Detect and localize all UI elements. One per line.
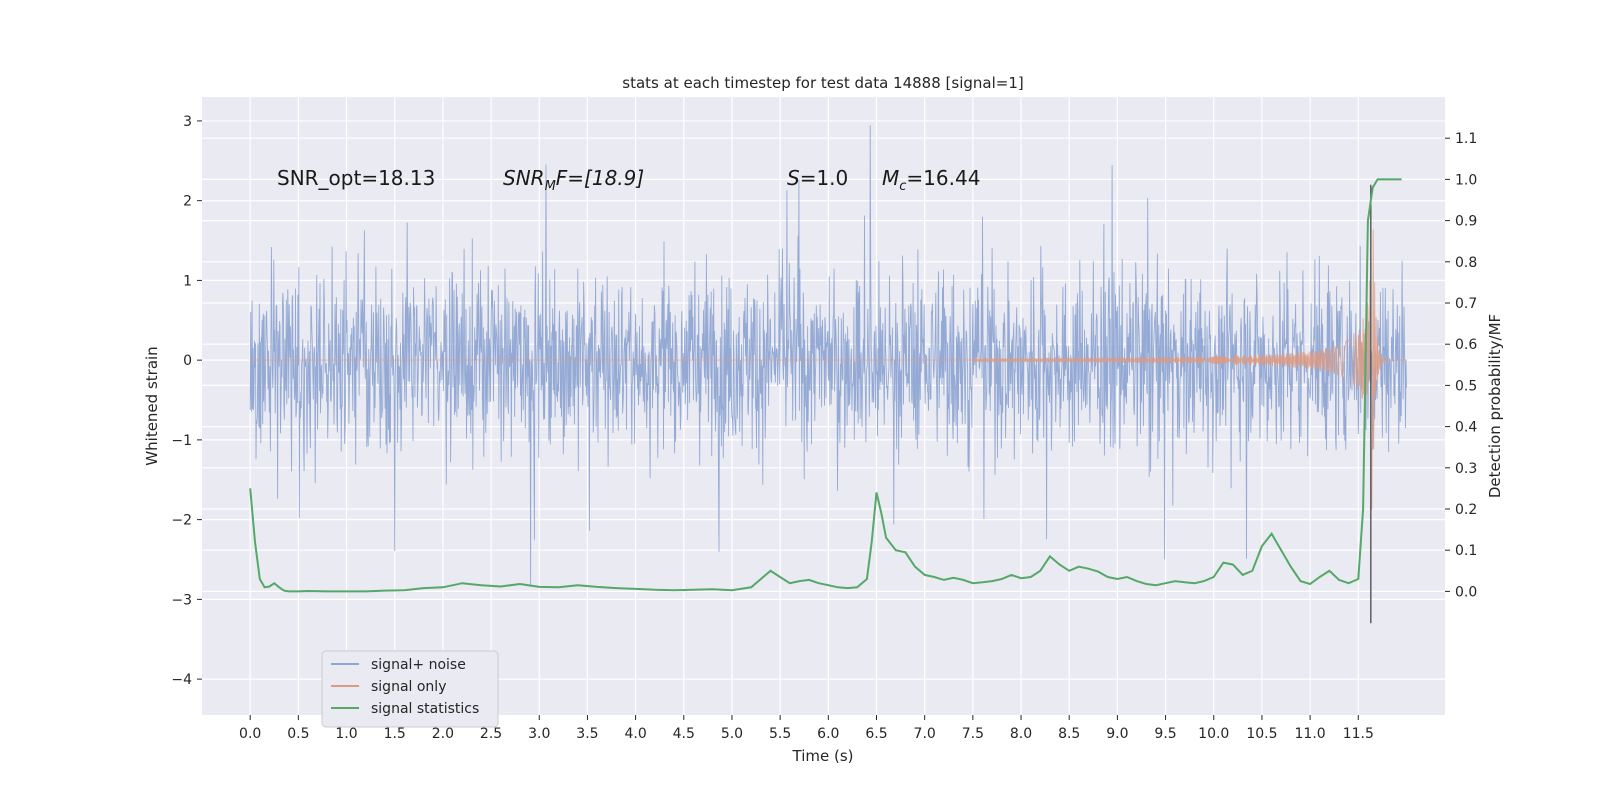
y-tick-label: 0 xyxy=(183,353,192,369)
x-tick-label: 5.0 xyxy=(721,726,743,742)
y-tick-label: 2 xyxy=(183,194,192,210)
series-line-signal-statistics xyxy=(249,178,1402,593)
y2-axis-label: Detection probability/MF xyxy=(1486,314,1504,498)
x-tick-label: 3.5 xyxy=(576,726,598,742)
x-tick-label: 10.5 xyxy=(1246,726,1277,742)
x-tick-label: 10.0 xyxy=(1198,726,1229,742)
y2-tick-label: 0.2 xyxy=(1455,502,1477,518)
x-tick-label: 11.0 xyxy=(1295,726,1326,742)
x-tick-label: 0.0 xyxy=(239,726,261,742)
annotation-mc-sub: c xyxy=(899,179,906,194)
x-tick-label: 1.5 xyxy=(384,726,406,742)
x-tick-label: 3.0 xyxy=(528,726,550,742)
y-tick-label: −3 xyxy=(171,592,192,608)
x-tick-label: 11.5 xyxy=(1343,726,1374,742)
x-tick-label: 6.0 xyxy=(817,726,839,742)
x-tick-label: 2.0 xyxy=(432,726,454,742)
y2-tick-label: 1.0 xyxy=(1455,172,1477,188)
x-tick-label: 7.0 xyxy=(914,726,936,742)
series-signal-only xyxy=(250,184,1407,624)
x-tick-label: 1.0 xyxy=(335,726,357,742)
series-line-signal-only xyxy=(250,229,1407,510)
x-tick-label: 4.0 xyxy=(624,726,646,742)
legend-label-signal-only: signal only xyxy=(371,679,446,695)
y2-tick-label: 0.8 xyxy=(1455,255,1477,271)
y2-tick-label: 0.0 xyxy=(1455,584,1477,600)
x-tick-label: 9.5 xyxy=(1154,726,1176,742)
chart-title: stats at each timestep for test data 148… xyxy=(622,74,1023,92)
x-tick-label: 9.0 xyxy=(1106,726,1128,742)
y2-tick-label: 1.1 xyxy=(1455,131,1477,147)
annotation-snr-opt: SNR_opt=18.13 xyxy=(277,166,435,190)
plot-background xyxy=(202,97,1445,715)
y2-tick-label: 0.5 xyxy=(1455,378,1477,394)
x-tick-label: 0.5 xyxy=(287,726,309,742)
y2-tick-label: 0.6 xyxy=(1455,337,1477,353)
grid xyxy=(202,97,1445,715)
x-tick-label: 4.5 xyxy=(673,726,695,742)
annotation-s-main: S xyxy=(787,166,800,190)
legend-box xyxy=(321,650,499,728)
series-line-signal-plus-noise xyxy=(249,125,1407,587)
y2-tick-label: 0.3 xyxy=(1455,461,1477,477)
y-tick-label: 3 xyxy=(183,114,192,130)
x-tick-label: 8.0 xyxy=(1010,726,1032,742)
y2-tick-label: 0.1 xyxy=(1455,543,1477,559)
y2-axis-ticks: 1.1 1.0 0.9 0.8 0.7 0.6 0.5 0.4 0.3 0.2 0.1 0.0 xyxy=(1445,131,1477,600)
legend: signal+ noise signal only signal statist… xyxy=(321,650,499,728)
annotation-mc: Mc=16.44 xyxy=(882,166,980,194)
y2-tick-label: 0.9 xyxy=(1455,214,1477,230)
series-signal-statistics xyxy=(249,178,1402,593)
y-axis-ticks: 3 2 1 0 −1 −2 −3 −4 xyxy=(171,114,202,688)
x-tick-label: 2.5 xyxy=(480,726,502,742)
series-signal-plus-noise xyxy=(249,125,1407,587)
annotation-s-rest: =1.0 xyxy=(800,166,849,190)
annotation-snr-mf: SNRMF=[18.9] xyxy=(503,166,644,194)
x-tick-label: 5.5 xyxy=(769,726,791,742)
legend-label-signal-statistics: signal statistics xyxy=(371,701,479,717)
x-tick-label: 8.5 xyxy=(1058,726,1080,742)
annotation-mc-main: M xyxy=(882,166,899,190)
y2-tick-label: 0.4 xyxy=(1455,420,1477,436)
x-axis-label: Time (s) xyxy=(792,747,854,765)
y2-tick-label: 0.7 xyxy=(1455,296,1477,312)
annotation-snr-mf-rest: F=[18.9] xyxy=(556,166,644,190)
annotation-snr-mf-main: SNR xyxy=(503,166,545,190)
x-axis-ticks: 0.0 0.5 1.0 1.5 2.0 2.5 3.0 3.5 4.0 4.5 5.0 5.5 6.0 6… xyxy=(239,715,1374,742)
y-tick-label: −1 xyxy=(171,433,192,449)
annotation-mc-rest: =16.44 xyxy=(906,166,980,190)
y-tick-label: 1 xyxy=(183,273,192,289)
y-axis-label: Whitened strain xyxy=(143,346,161,465)
x-tick-label: 7.5 xyxy=(962,726,984,742)
x-tick-label: 6.5 xyxy=(865,726,887,742)
y-tick-label: −2 xyxy=(171,513,192,529)
annotation-s: S=1.0 xyxy=(787,166,848,190)
y-tick-label: −4 xyxy=(171,672,192,688)
annotation-snr-mf-sub: M xyxy=(545,179,556,194)
legend-label-signal-plus-noise: signal+ noise xyxy=(371,657,466,673)
